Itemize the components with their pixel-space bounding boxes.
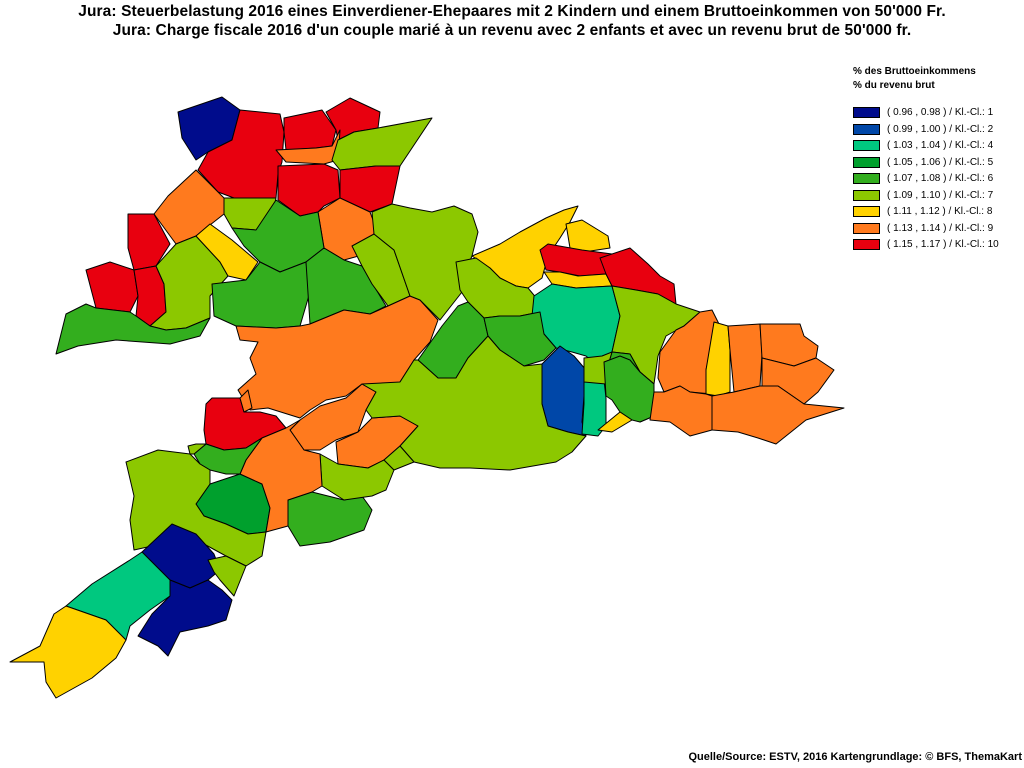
legend-heading-german: % des Bruttoeinkommens xyxy=(853,66,976,77)
legend-swatch xyxy=(853,189,880,201)
legend-item: ( 1.05 , 1.06 ) / Kl.-Cl.: 5 xyxy=(853,156,1023,170)
legend-label: ( 1.11 , 1.12 ) / Kl.-Cl.: 8 xyxy=(887,206,993,217)
commune-region[interactable] xyxy=(9,605,127,699)
commune-region[interactable] xyxy=(187,443,207,455)
legend-label: ( 0.96 , 0.98 ) / Kl.-Cl.: 1 xyxy=(887,107,994,118)
legend-item: ( 0.99 , 1.00 ) / Kl.-Cl.: 2 xyxy=(853,123,1023,137)
commune-region[interactable] xyxy=(649,385,713,437)
legend-swatch xyxy=(853,222,880,234)
legend-label: ( 0.99 , 1.00 ) / Kl.-Cl.: 2 xyxy=(887,123,994,135)
commune-region[interactable] xyxy=(287,491,373,547)
commune-region[interactable] xyxy=(137,579,233,657)
commune-region[interactable] xyxy=(239,419,323,533)
legend-label: ( 1.07 , 1.08 ) / Kl.-Cl.: 6 xyxy=(887,173,994,184)
map-title-german: Jura: Steuerbelastung 2016 eines Einverd… xyxy=(78,3,946,20)
commune-region[interactable] xyxy=(383,445,415,471)
legend-item: ( 1.11 , 1.12 ) / Kl.-Cl.: 8 xyxy=(853,205,1023,219)
legend-swatch xyxy=(853,239,880,250)
legend-swatch xyxy=(853,173,880,184)
commune-region[interactable] xyxy=(711,385,845,445)
source-credit: Quelle/Source: ESTV, 2016 Kartengrundlag… xyxy=(688,751,1022,763)
commune-region[interactable] xyxy=(193,437,263,475)
legend-item: ( 1.03 , 1.04 ) / Kl.-Cl.: 4 xyxy=(853,139,1023,153)
legend-item: ( 0.96 , 0.98 ) / Kl.-Cl.: 1 xyxy=(853,106,1023,120)
legend-swatch xyxy=(853,107,880,118)
commune-region[interactable] xyxy=(603,355,655,423)
legend-swatch xyxy=(853,123,880,135)
legend-item: ( 1.07 , 1.08 ) / Kl.-Cl.: 6 xyxy=(853,172,1023,186)
commune-region[interactable] xyxy=(727,323,763,393)
commune-region[interactable] xyxy=(541,345,587,437)
legend-swatch xyxy=(853,206,880,217)
legend-item: ( 1.13 , 1.14 ) / Kl.-Cl.: 9 xyxy=(853,222,1023,236)
legend-label: ( 1.03 , 1.04 ) / Kl.-Cl.: 4 xyxy=(887,140,994,151)
legend-label: ( 1.15 , 1.17 ) / Kl.-Cl.: 10 xyxy=(887,239,999,250)
commune-region[interactable] xyxy=(55,303,211,355)
commune-region[interactable] xyxy=(597,411,633,433)
legend-swatch xyxy=(853,140,880,151)
legend-label: ( 1.09 , 1.10 ) / Kl.-Cl.: 7 xyxy=(887,189,994,201)
legend-label: ( 1.13 , 1.14 ) / Kl.-Cl.: 9 xyxy=(887,222,994,234)
commune-region[interactable] xyxy=(319,453,395,501)
map-title-french: Jura: Charge fiscale 2016 d'un couple ma… xyxy=(112,22,912,39)
commune-region[interactable] xyxy=(207,555,247,597)
commune-region[interactable] xyxy=(277,163,341,217)
commune-region[interactable] xyxy=(565,219,611,253)
legend-swatch xyxy=(853,156,880,168)
legend-item: ( 1.09 , 1.10 ) / Kl.-Cl.: 7 xyxy=(853,189,1023,203)
commune-region[interactable] xyxy=(195,223,259,281)
commune-region[interactable] xyxy=(239,389,253,413)
legend-heading-french: % du revenu brut xyxy=(853,80,935,91)
commune-region[interactable] xyxy=(85,261,139,313)
commune-region[interactable] xyxy=(361,335,587,471)
legend-item: ( 1.15 , 1.17 ) / Kl.-Cl.: 10 xyxy=(853,238,1023,252)
legend-label: ( 1.05 , 1.06 ) / Kl.-Cl.: 5 xyxy=(887,156,994,168)
